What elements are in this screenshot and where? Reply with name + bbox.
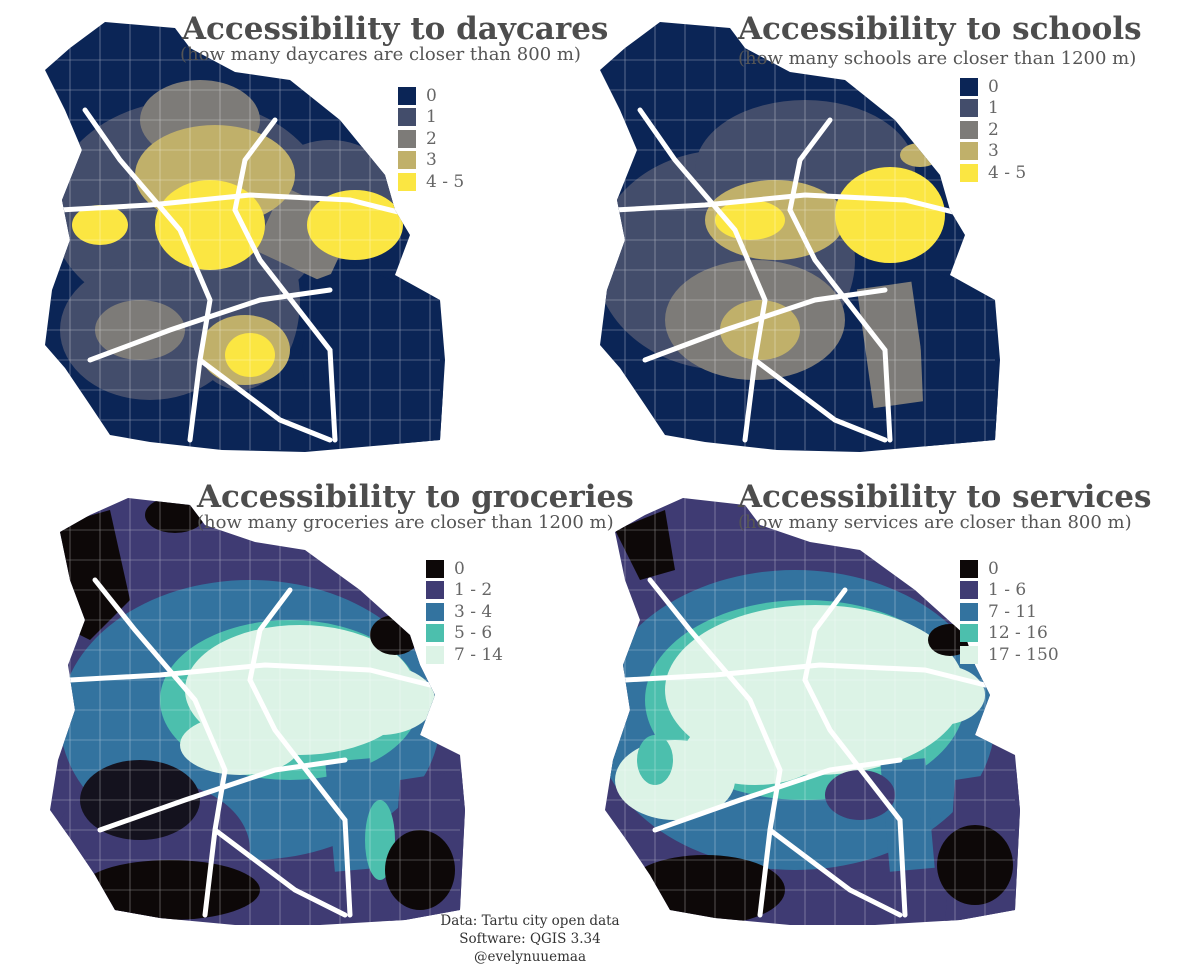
legend-label: 2 [426, 128, 437, 149]
legend-swatch [426, 581, 444, 600]
legend-swatch [398, 108, 416, 127]
legend-label: 2 [988, 119, 999, 140]
legend-item: 2 [960, 119, 1026, 141]
legend-label: 1 [426, 107, 437, 128]
legend-swatch [398, 86, 416, 105]
map-panel-schools: Accessibility to schools (how many schoo… [555, 0, 1155, 475]
map-schools [600, 22, 1000, 452]
legend-label: 5 - 6 [454, 623, 493, 644]
legend-swatch [426, 645, 444, 664]
map-panel-daycares: Accessibility to daycares (how many dayc… [0, 0, 608, 475]
legend-swatch [960, 99, 978, 118]
legend-item: 1 - 6 [960, 580, 1059, 602]
legend-item: 4 - 5 [960, 162, 1026, 184]
panel-title: Accessibility to groceries [197, 479, 634, 515]
map-panel-groceries: Accessibility to groceries (how many gro… [0, 470, 634, 945]
credits-data-source: Data: Tartu city open data [440, 913, 620, 929]
legend-item: 3 [398, 150, 464, 172]
legend-label: 1 - 6 [988, 580, 1027, 601]
credits-author: @evelynuuemaa [473, 949, 587, 965]
legend-label: 3 - 4 [454, 601, 493, 622]
panel-subtitle: (how many schools are closer than 1200 m… [738, 48, 1137, 69]
legend-label: 4 - 5 [426, 171, 465, 192]
legend-item: 0 [960, 558, 1059, 580]
legend-item: 2 [398, 128, 464, 150]
legend-swatch [426, 624, 444, 643]
map-panel-services: Accessibility to services (how many serv… [555, 470, 1155, 945]
panel-subtitle: (how many services are closer than 800 m… [738, 512, 1132, 533]
legend-item: 0 [398, 85, 464, 107]
legend-swatch [398, 172, 416, 191]
legend-label: 1 - 2 [454, 580, 493, 601]
legend-swatch [426, 559, 444, 578]
legend-label: 0 [426, 85, 437, 106]
credits-software: Software: QGIS 3.34 [459, 931, 601, 947]
legend-swatch [960, 559, 978, 578]
legend-item: 17 - 150 [960, 644, 1059, 666]
legend-item: 0 [960, 76, 1026, 98]
legend-swatch [960, 77, 978, 96]
panel-title: Accessibility to schools [738, 11, 1142, 47]
map-daycares [45, 22, 445, 452]
legend: 0 1 - 2 3 - 4 5 - 6 7 - 14 [426, 558, 503, 666]
legend-swatch [960, 581, 978, 600]
map-groceries [50, 498, 465, 925]
legend: 0 1 - 6 7 - 11 12 - 16 17 - 150 [960, 558, 1059, 666]
legend-item: 12 - 16 [960, 623, 1059, 645]
legend-label: 7 - 14 [454, 644, 503, 665]
legend-swatch [960, 624, 978, 643]
credits: Data: Tartu city open data Software: QGI… [430, 912, 630, 966]
legend-label: 3 [426, 150, 437, 171]
legend-label: 3 [988, 141, 999, 162]
legend-swatch [960, 163, 978, 182]
legend-item: 4 - 5 [398, 171, 464, 193]
panel-title: Accessibility to services [738, 479, 1152, 515]
legend-item: 7 - 14 [426, 644, 503, 666]
panel-subtitle: (how many groceries are closer than 1200… [197, 512, 614, 533]
legend: 0 1 2 3 4 - 5 [398, 85, 464, 193]
legend-swatch [960, 602, 978, 621]
legend-label: 17 - 150 [988, 644, 1059, 665]
legend-item: 1 [398, 107, 464, 129]
legend-label: 0 [988, 76, 999, 97]
legend-label: 4 - 5 [988, 162, 1027, 183]
legend-swatch [398, 151, 416, 170]
legend-label: 1 [988, 98, 999, 119]
legend-item: 5 - 6 [426, 623, 503, 645]
panel-subtitle: (how many daycares are closer than 800 m… [180, 44, 581, 65]
legend-label: 7 - 11 [988, 601, 1037, 622]
panel-title: Accessibility to daycares [182, 11, 609, 47]
legend-swatch [398, 129, 416, 148]
legend-item: 3 [960, 141, 1026, 163]
legend-swatch [960, 645, 978, 664]
legend-label: 12 - 16 [988, 623, 1048, 644]
legend-label: 0 [988, 558, 999, 579]
map-services [605, 498, 1020, 925]
legend-swatch [960, 142, 978, 161]
legend-item: 7 - 11 [960, 601, 1059, 623]
legend: 0 1 2 3 4 - 5 [960, 76, 1026, 184]
legend-item: 3 - 4 [426, 601, 503, 623]
legend-swatch [426, 602, 444, 621]
legend-swatch [960, 120, 978, 139]
legend-item: 1 - 2 [426, 580, 503, 602]
legend-label: 0 [454, 558, 465, 579]
legend-item: 0 [426, 558, 503, 580]
legend-item: 1 [960, 98, 1026, 120]
